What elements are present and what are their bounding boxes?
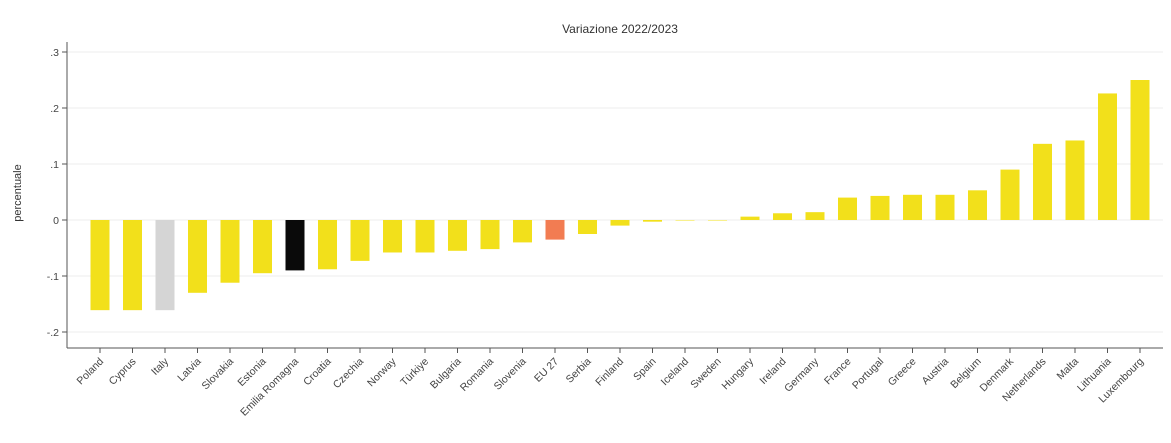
x-tick-label: Emilia Romagna <box>238 356 301 419</box>
bar-austria <box>935 194 955 220</box>
bar-eu-27 <box>545 220 565 240</box>
bar-czechia <box>350 220 370 261</box>
x-tick-label: Austria <box>920 356 952 388</box>
x-tick-label: Latvia <box>175 356 203 384</box>
chart-title: Variazione 2022/2023 <box>562 22 678 36</box>
bar-germany <box>805 212 825 220</box>
x-tick-label: Sweden <box>688 356 723 391</box>
bar-latvia <box>188 220 207 293</box>
bar-finland <box>610 220 630 226</box>
x-tick-label: Iceland <box>659 356 692 389</box>
bar-portugal <box>870 195 890 220</box>
x-tick-label: Greece <box>886 356 919 389</box>
bar-belgium <box>968 190 987 220</box>
x-tick-label: Norway <box>365 355 399 389</box>
y-tick-label: .1 <box>50 159 59 171</box>
bar-france <box>838 197 857 220</box>
bar-croatia <box>318 220 337 270</box>
y-tick-label: -.1 <box>47 271 59 283</box>
x-tick-label: Serbia <box>564 356 594 386</box>
bar-sweden <box>708 220 727 221</box>
bar-estonia <box>253 220 272 274</box>
bar-poland <box>90 220 110 311</box>
bars <box>90 80 1150 311</box>
bar-t-rkiye <box>415 220 435 253</box>
x-tick-label: Hungary <box>720 355 757 392</box>
x-tick-label: Malta <box>1054 356 1081 383</box>
y-tick-label: .2 <box>50 103 59 115</box>
bar-romania <box>480 220 500 250</box>
y-tick-label: .3 <box>50 47 59 59</box>
x-tick-label: Romania <box>458 356 496 394</box>
x-tick-label: Italy <box>149 355 172 378</box>
y-axis-label: percentuale <box>12 164 24 222</box>
y-ticks: .3 .2 .1 0 -.1 -.2 <box>47 47 67 339</box>
bar-italy <box>155 220 175 311</box>
x-tick-label: Poland <box>75 356 107 388</box>
x-tick-label: Czechia <box>331 356 366 391</box>
x-tick-label: Finland <box>593 356 626 389</box>
bar-spain <box>643 220 662 222</box>
bar-bulgaria <box>448 220 467 251</box>
axes <box>66 42 1163 353</box>
x-tick-label: Croatia <box>301 356 334 389</box>
x-tick-label: Türkiye <box>398 356 431 389</box>
bar-slovakia <box>220 220 240 283</box>
x-tick-label: Portugal <box>850 356 886 392</box>
x-tick-label: Slovenia <box>492 356 529 393</box>
x-tick-label: Slovakia <box>200 356 237 393</box>
bar-iceland <box>675 220 695 221</box>
bar-emilia-romagna <box>285 220 305 271</box>
bar-hungary <box>740 216 760 220</box>
x-tick-label: France <box>822 356 854 388</box>
x-tick-label: Spain <box>631 356 659 384</box>
x-tick-label: EU 27 <box>532 356 561 385</box>
grid-lines <box>67 51 1163 333</box>
y-tick-label: 0 <box>53 215 59 227</box>
y-tick-label: -.2 <box>47 327 59 339</box>
bar-netherlands <box>1033 143 1052 220</box>
bar-slovenia <box>513 220 532 243</box>
bar-lithuania <box>1098 93 1117 220</box>
bar-luxembourg <box>1130 80 1150 220</box>
bar-malta <box>1065 140 1085 220</box>
x-tick-label: Germany <box>782 355 822 395</box>
bar-norway <box>383 220 402 253</box>
bar-serbia <box>578 220 597 234</box>
bar-denmark <box>1000 169 1020 220</box>
bar-ireland <box>773 213 792 220</box>
bar-greece <box>903 194 922 220</box>
x-tick-label: Cyprus <box>107 356 139 388</box>
bar-cyprus <box>123 220 142 311</box>
x-tick-label: Ireland <box>757 356 788 387</box>
